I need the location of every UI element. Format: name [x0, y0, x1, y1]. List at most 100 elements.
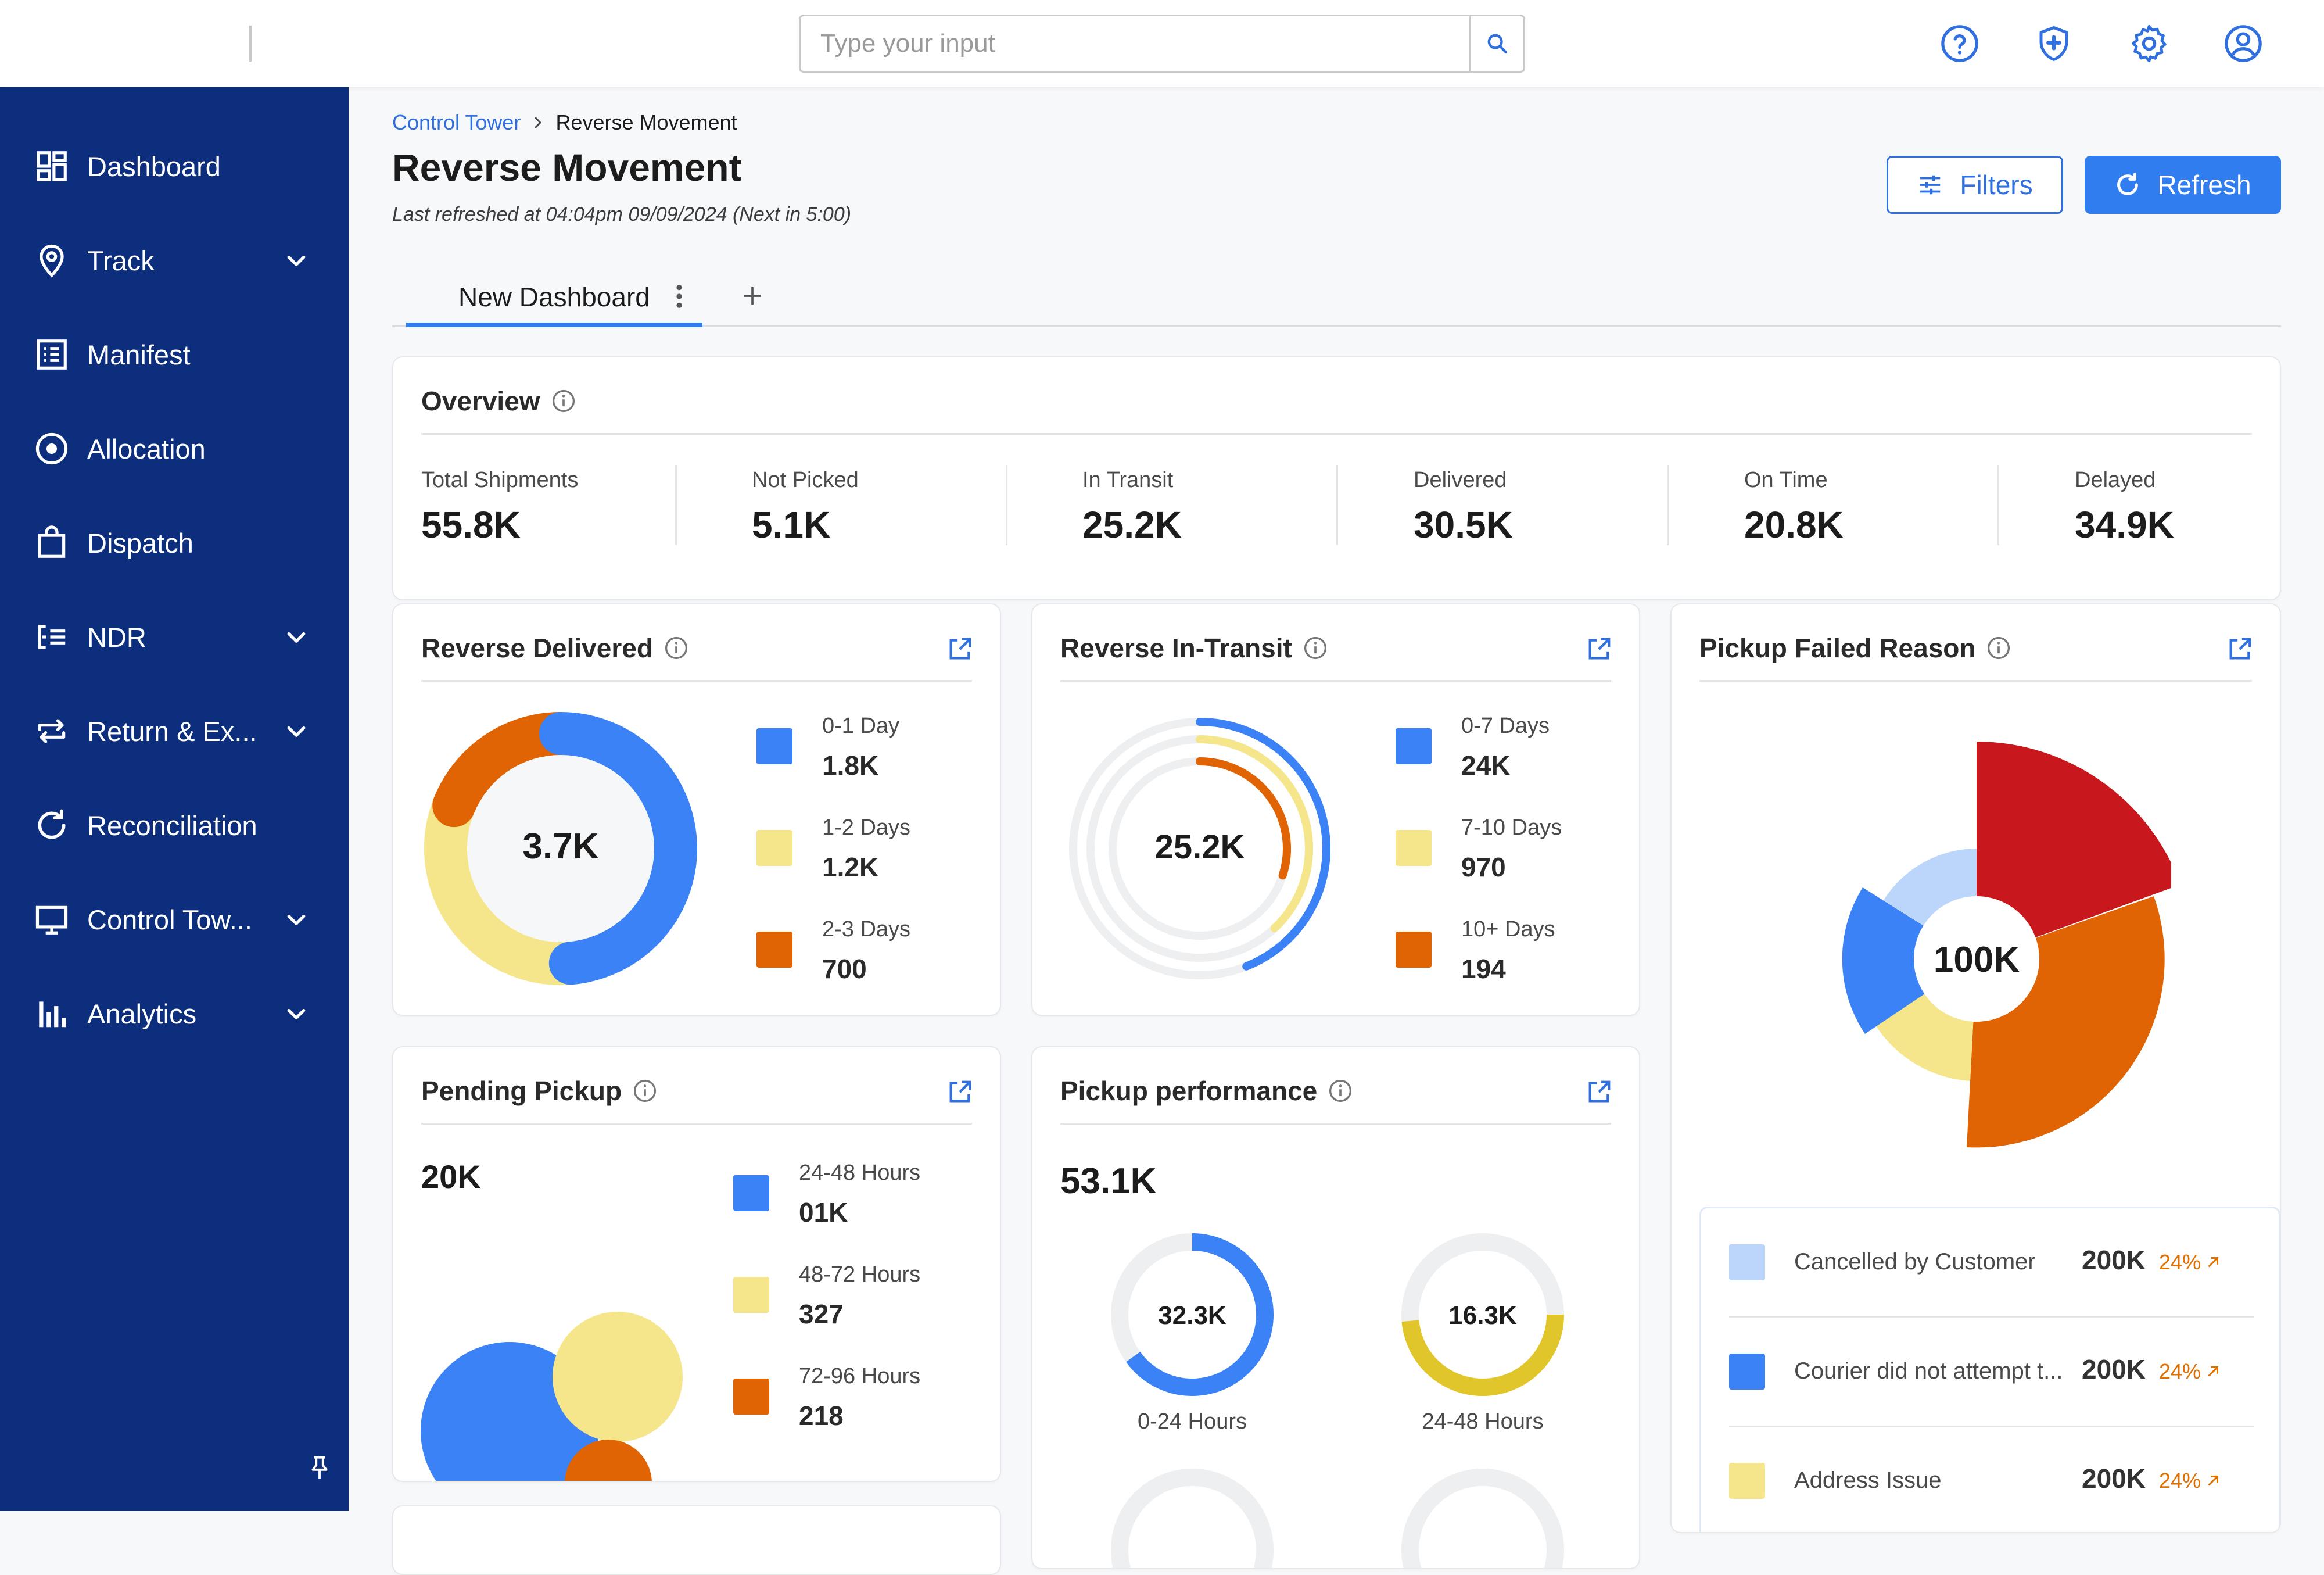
- stat-value: 55.8K: [421, 504, 521, 546]
- settings-button[interactable]: [2124, 19, 2174, 69]
- legend-swatch: [756, 830, 792, 866]
- sidebar-item-dashboard[interactable]: Dashboard: [0, 119, 349, 213]
- overview-card: Overview Total Shipments 55.8K Not Picked…: [392, 356, 2281, 600]
- sidebar-item-label: NDR: [87, 621, 146, 653]
- open-external-icon[interactable]: [2225, 635, 2254, 664]
- reason-percent: 24%: [2159, 1250, 2222, 1275]
- divider: [1729, 1426, 2254, 1427]
- divider: [421, 433, 2252, 435]
- tab-new-dashboard[interactable]: New Dashboard: [406, 255, 702, 327]
- ring-label: 24-48 Hours: [1422, 1409, 1544, 1434]
- ndr-list-icon: [29, 614, 74, 660]
- legend-swatch: [1396, 830, 1432, 866]
- sidebar-item-reconciliation[interactable]: Reconciliation: [0, 778, 349, 872]
- open-external-icon[interactable]: [1584, 1078, 1613, 1107]
- security-button[interactable]: [2029, 19, 2079, 69]
- sidebar-item-label: Dispatch: [87, 527, 193, 559]
- performance-ring-partial: [1111, 1469, 1274, 1568]
- stat-total-shipments: Total Shipments 55.8K: [421, 468, 578, 546]
- card-title-text: Pickup performance: [1060, 1076, 1318, 1106]
- chevron-down-icon[interactable]: [279, 243, 314, 278]
- sidebar-item-return-exchange[interactable]: Return & Ex...: [0, 684, 349, 778]
- shield-icon: [2039, 26, 2068, 61]
- chevron-down-icon[interactable]: [279, 996, 314, 1031]
- rings-center-value: 25.2K: [1155, 828, 1245, 866]
- info-icon[interactable]: [1986, 635, 2011, 661]
- legend-label: 0-7 Days: [1461, 714, 1550, 738]
- legend-label: 48-72 Hours: [799, 1262, 921, 1287]
- open-external-icon[interactable]: [945, 1078, 974, 1107]
- stat-value: 34.9K: [2075, 504, 2174, 546]
- pickup-failed-rose-chart: 100K: [1842, 742, 2171, 1148]
- user-icon: [2225, 25, 2262, 62]
- pending-pickup-total: 20K: [421, 1158, 481, 1195]
- plus-icon: [744, 287, 761, 305]
- card-title: Pending Pickup: [421, 1075, 658, 1107]
- chevron-down-icon[interactable]: [279, 714, 314, 749]
- reason-row: Address Issue 200K 24%: [1701, 1427, 2280, 1532]
- performance-ring-partial: [1401, 1469, 1564, 1568]
- info-icon[interactable]: [551, 388, 576, 414]
- legend-label: 7-10 Days: [1461, 815, 1562, 840]
- card-title: Pickup Failed Reason: [1699, 632, 2011, 664]
- legend-value: 1.8K: [822, 750, 879, 781]
- reload-icon: [29, 803, 74, 848]
- stat-label: Delivered: [1414, 468, 1507, 492]
- performance-ring-24-48: 16.3K: [1401, 1233, 1564, 1397]
- sliders-icon: [1920, 175, 1941, 195]
- reverse-delivered-donut: 3.7K: [424, 712, 697, 985]
- open-external-icon[interactable]: [945, 635, 974, 664]
- breadcrumb-link[interactable]: Control Tower: [392, 110, 521, 134]
- reason-percent-text: 24%: [2159, 1469, 2201, 1492]
- search-box: [799, 15, 1525, 73]
- refresh-button[interactable]: Refresh: [2085, 156, 2281, 214]
- search-input[interactable]: [801, 16, 1469, 71]
- legend-swatch: [1396, 728, 1432, 764]
- card-title-text: Pending Pickup: [421, 1076, 622, 1106]
- card-title-text: Reverse In-Transit: [1060, 633, 1292, 663]
- reason-list: Cancelled by Customer 200K 24% Courier d…: [1699, 1207, 2280, 1532]
- more-vertical-icon[interactable]: [670, 280, 688, 313]
- rose-segment-blue: [1842, 887, 1977, 1034]
- pin-icon[interactable]: [302, 1450, 337, 1485]
- next-card: [392, 1505, 1001, 1575]
- divider: [1060, 1123, 1611, 1125]
- profile-button[interactable]: [2218, 19, 2268, 69]
- last-refreshed-text: Last refreshed at 04:04pm 09/09/2024 (Ne…: [392, 203, 852, 225]
- search-button[interactable]: [1469, 16, 1523, 71]
- card-title: Pickup performance: [1060, 1075, 1353, 1107]
- card-title: Reverse In-Transit: [1060, 632, 1328, 664]
- sidebar-item-allocation[interactable]: Allocation: [0, 402, 349, 496]
- sidebar-item-control-tower[interactable]: Control Tow...: [0, 872, 349, 967]
- add-tab-button[interactable]: [732, 275, 773, 316]
- reason-percent-text: 24%: [2159, 1359, 2201, 1383]
- sidebar-item-track[interactable]: Track: [0, 213, 349, 307]
- info-icon[interactable]: [664, 635, 689, 661]
- help-button[interactable]: [1935, 19, 1985, 69]
- info-icon[interactable]: [632, 1078, 658, 1104]
- sidebar-item-manifest[interactable]: Manifest: [0, 307, 349, 402]
- divider: [421, 680, 972, 682]
- chevron-down-icon[interactable]: [279, 620, 314, 654]
- legend-value: 01K: [799, 1197, 848, 1227]
- chevron-down-icon[interactable]: [279, 902, 314, 937]
- sidebar-item-label: Control Tow...: [87, 904, 252, 935]
- info-icon[interactable]: [1303, 635, 1328, 661]
- sidebar-item-ndr[interactable]: NDR: [0, 590, 349, 684]
- tab-label: New Dashboard: [458, 282, 650, 312]
- divider: [1060, 680, 1611, 682]
- pickup-performance-card: Pickup performance 53.1K 32.3K 0-24 Hour…: [1031, 1046, 1640, 1569]
- filters-button[interactable]: Filters: [1887, 156, 2063, 214]
- open-external-icon[interactable]: [1584, 635, 1613, 664]
- ring-segment-7-10-days: [1196, 735, 1313, 933]
- reverse-in-transit-card: Reverse In-Transit 25.2K 0-7 Days 24K 7-…: [1031, 603, 1640, 1016]
- sidebar-item-dispatch[interactable]: Dispatch: [0, 496, 349, 590]
- divider: [1699, 680, 2252, 682]
- bubble-48-72-hours: [553, 1312, 683, 1442]
- sidebar: Dashboard Track Manifest Allocation Disp…: [0, 87, 349, 1511]
- swap-icon: [29, 708, 74, 754]
- tab-bar: New Dashboard: [392, 255, 2281, 327]
- card-title: Reverse Delivered: [421, 632, 689, 664]
- sidebar-item-analytics[interactable]: Analytics: [0, 967, 349, 1061]
- info-icon[interactable]: [1328, 1078, 1353, 1104]
